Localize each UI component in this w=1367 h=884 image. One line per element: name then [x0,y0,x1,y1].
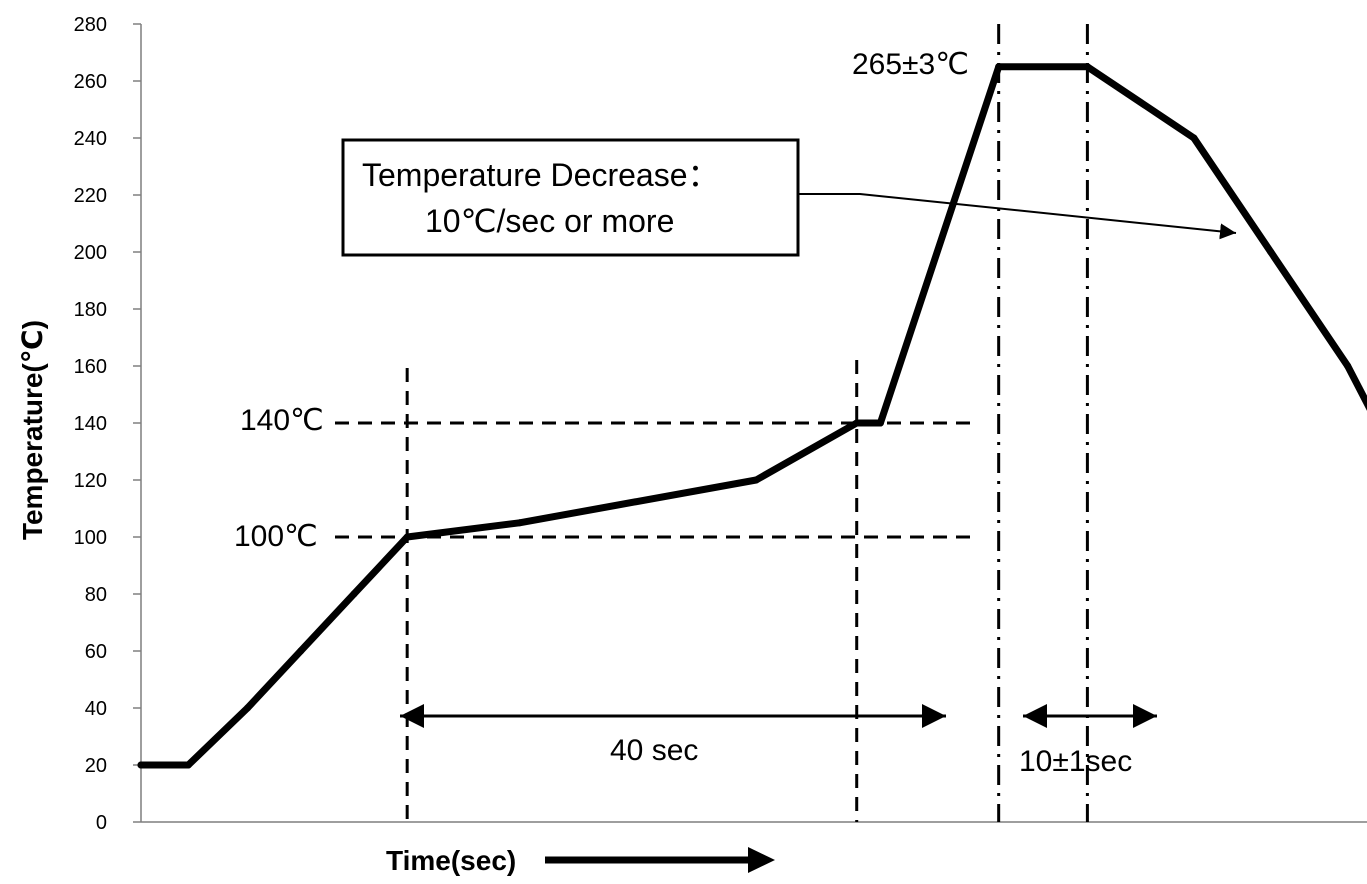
y-tick-label: 40 [85,698,107,720]
label-40-sec: 40 sec [610,734,698,767]
profile-point [877,420,884,427]
y-tick-label: 240 [74,128,107,150]
y-tick-label: 140 [74,413,107,435]
profile-point [244,705,251,712]
label-100c: 100℃ [234,520,318,553]
y-tick-label: 260 [74,71,107,93]
y-tick-label: 180 [74,299,107,321]
profile-point [350,591,357,598]
profile-point [1267,249,1274,256]
profile-point [404,534,411,541]
x-axis-arrow [545,847,775,873]
y-tick-label: 20 [85,755,107,777]
profile-point [1190,135,1197,142]
y-tick-label: 160 [74,356,107,378]
label-10-sec: 10±1sec [1019,745,1132,778]
y-tick-label: 100 [74,527,107,549]
y-tick-label: 0 [96,812,107,834]
profile-point [516,519,523,526]
x-axis-title: Time(sec) [386,845,516,876]
profile-point [853,420,860,427]
decrease-callout-line2: 10℃/sec or more [425,203,674,239]
y-tick-label: 220 [74,185,107,207]
profile-point [995,63,1002,70]
profile-point [297,648,304,655]
profile-point [1084,63,1091,70]
profile-point [138,762,145,769]
label-peak: 265±3℃ [852,48,969,81]
profile-point [185,762,192,769]
profile-point [1344,363,1351,370]
decrease-callout-line1: Temperature Decrease： [362,157,720,193]
y-tick-label: 200 [74,242,107,264]
y-tick-label: 280 [74,14,107,36]
y-tick-label: 60 [85,641,107,663]
profile-point [753,477,760,484]
y-axis-title: Temperature(℃) [17,320,48,540]
y-ticks-group: 0 20 40 60 80 100 120 140 160 180 200 220 240 260 280 [74,14,141,834]
y-tick-label: 80 [85,584,107,606]
label-140c: 140℃ [240,404,324,437]
y-tick-label: 120 [74,470,107,492]
callout-pointer [799,194,1236,233]
